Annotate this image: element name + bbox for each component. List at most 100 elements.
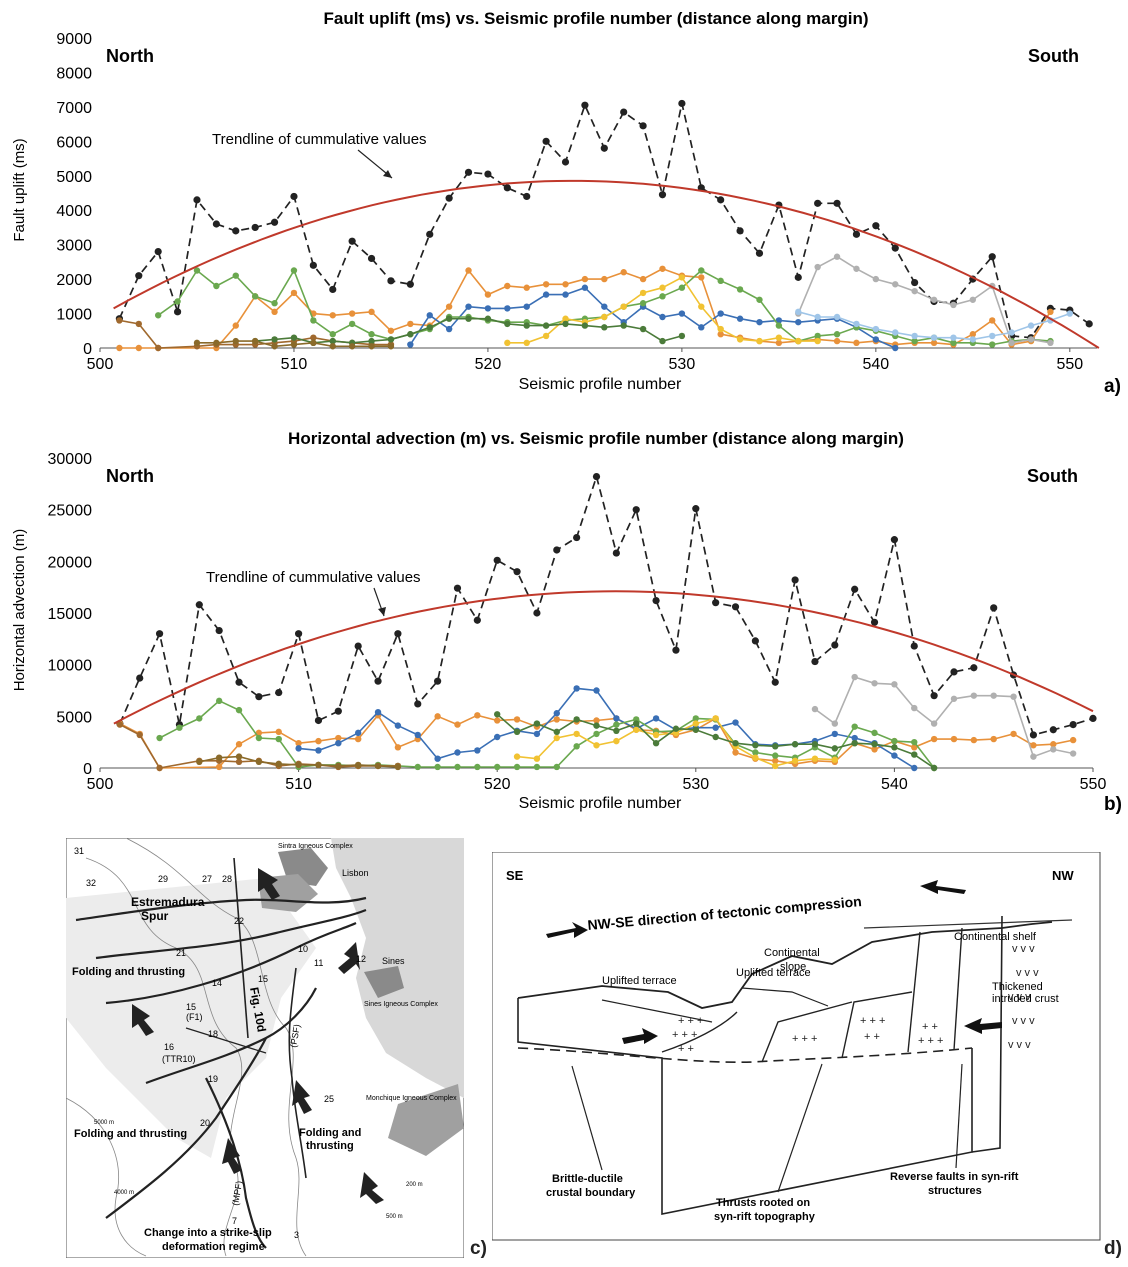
chart-a-data-point bbox=[484, 305, 492, 312]
chart-a-data-point bbox=[465, 315, 472, 322]
chart-b-data-point bbox=[374, 762, 382, 770]
chart-a-data-point bbox=[465, 303, 472, 310]
chart-a-data-point bbox=[174, 298, 181, 305]
chart-b-data-point bbox=[692, 715, 699, 722]
map-contour-2 bbox=[125, 838, 307, 1257]
chart-a-data-point bbox=[872, 336, 880, 343]
chart-a-data-point bbox=[678, 310, 686, 317]
chart-a-data-point bbox=[755, 249, 764, 257]
chart-b-data-point bbox=[116, 721, 124, 728]
chart-a-data-point bbox=[154, 344, 162, 352]
chart-a-data-point bbox=[367, 254, 376, 263]
map-profile-11: 11 bbox=[314, 958, 323, 968]
diagram-frame bbox=[492, 852, 1101, 1241]
diagram-reverse-fault-1 bbox=[907, 931, 921, 1053]
map-profile-line-fig10d bbox=[233, 857, 249, 1039]
chart-a-data-point bbox=[950, 301, 957, 309]
map-label-spur: Spur bbox=[141, 909, 169, 923]
chart-b-data-point bbox=[394, 763, 402, 771]
chart-a-data-point bbox=[484, 291, 492, 298]
chart-b-data-point bbox=[136, 674, 144, 682]
chart-a-y-tick-label: 5000 bbox=[56, 169, 92, 186]
chart-a-x-tick-label: 550 bbox=[1056, 356, 1083, 373]
diagram-label-nw: NW bbox=[1052, 868, 1074, 883]
chart-a-x-tick-label: 520 bbox=[475, 356, 502, 373]
chart-a-data-point bbox=[795, 308, 802, 316]
chart-a-data-point bbox=[678, 274, 686, 281]
chart-a-data-point bbox=[251, 223, 259, 232]
chart-b-data-point bbox=[692, 505, 700, 513]
chart-b-data-point bbox=[811, 657, 819, 666]
chart-b-x-tick-label: 540 bbox=[881, 776, 908, 793]
chart-b-data-point bbox=[533, 730, 541, 738]
chart-a-data-point bbox=[251, 293, 259, 300]
chart-a-data-point bbox=[853, 265, 860, 272]
chart-a-data-point bbox=[173, 308, 182, 316]
chart-b-data-point bbox=[553, 546, 561, 554]
chart-b-data-point bbox=[811, 755, 819, 762]
map-depth-200: 200 m bbox=[406, 1182, 423, 1188]
chart-a-data-point bbox=[542, 137, 550, 145]
diagram-label-slope: slope bbox=[780, 961, 806, 973]
map-thrust-4 bbox=[145, 987, 317, 1085]
chart-b-north-label: North bbox=[106, 466, 154, 486]
chart-b-data-point bbox=[712, 724, 719, 731]
chart-b-data-point bbox=[632, 506, 640, 514]
chart-b-data-point bbox=[871, 741, 878, 748]
chart-a-data-point bbox=[872, 275, 880, 283]
chart-b-data-point bbox=[414, 731, 421, 739]
chart-b-data-point bbox=[215, 763, 223, 771]
chart-b-data-point bbox=[612, 549, 620, 557]
map-label-monchique: Monchique Igneous Complex bbox=[366, 1095, 457, 1102]
map-profile-line-ttr10 bbox=[185, 1027, 267, 1054]
chart-a-x-tick-label: 540 bbox=[862, 356, 889, 373]
chart-b-x-tick-label: 550 bbox=[1080, 776, 1107, 793]
chart-a-data-point bbox=[232, 337, 239, 345]
svg-text:+ + +: + + + bbox=[860, 1015, 885, 1027]
chart-b-data-point bbox=[1029, 731, 1038, 739]
chart-a-data-point bbox=[504, 339, 511, 347]
map-thrust-3 bbox=[105, 922, 357, 1005]
chart-b-data-point bbox=[970, 664, 978, 672]
chart-a-data-point bbox=[290, 341, 298, 348]
chart-a-data-point bbox=[445, 303, 453, 310]
chart-a-data-point bbox=[504, 305, 511, 312]
chart-b-data-point bbox=[354, 761, 362, 769]
chart-b-data-point bbox=[235, 706, 243, 714]
chart-a-data-point bbox=[309, 261, 317, 269]
diagram-label-uplifted-terrace-2: Uplifted terrace bbox=[736, 967, 811, 979]
chart-b-data-point bbox=[870, 618, 879, 626]
chart-a-data-point bbox=[116, 344, 123, 352]
svg-text:+ + +: + + + bbox=[918, 1035, 943, 1047]
chart-a-data-point bbox=[1047, 308, 1054, 316]
chart-a-data-point bbox=[639, 275, 647, 283]
chart-a-data-point bbox=[387, 336, 395, 343]
chart-b-data-point bbox=[474, 747, 481, 754]
map-profile-22: 22 bbox=[234, 916, 244, 926]
diagram-label-brittle-2: crustal boundary bbox=[546, 1187, 636, 1199]
chart-b-data-point bbox=[930, 735, 938, 743]
map-profile-25: 25 bbox=[324, 1094, 334, 1104]
chart-a-data-point bbox=[659, 284, 666, 291]
chart-a-data-point bbox=[639, 289, 647, 297]
diagram-arrow-thrust bbox=[622, 1028, 658, 1044]
chart-b-data-point bbox=[930, 692, 938, 700]
chart-a-data-point bbox=[445, 325, 453, 333]
chart-b-data-point bbox=[970, 692, 978, 699]
chart-b-data-point bbox=[1050, 746, 1057, 753]
diagram-pointer-thrusts bbox=[777, 1063, 823, 1193]
chart-a-data-point bbox=[814, 332, 821, 340]
chart-a-data-point bbox=[853, 339, 860, 347]
diagram-compression-arrow-right bbox=[546, 922, 588, 938]
chart-a-data-point bbox=[193, 196, 201, 204]
chart-b-data-point bbox=[1010, 693, 1017, 700]
chart-b-data-point bbox=[851, 740, 858, 747]
chart-a-data-point bbox=[232, 322, 239, 329]
chart-a-data-point bbox=[814, 337, 821, 345]
chart-a-data-point bbox=[736, 286, 744, 293]
chart-b-data-point bbox=[613, 727, 620, 734]
chart-a-data-point bbox=[387, 327, 395, 334]
chart-a-data-point bbox=[698, 303, 705, 310]
diagram-label-thrusts-2: syn-rift topography bbox=[714, 1211, 816, 1223]
chart-b-panel-label: b) bbox=[1104, 794, 1122, 815]
